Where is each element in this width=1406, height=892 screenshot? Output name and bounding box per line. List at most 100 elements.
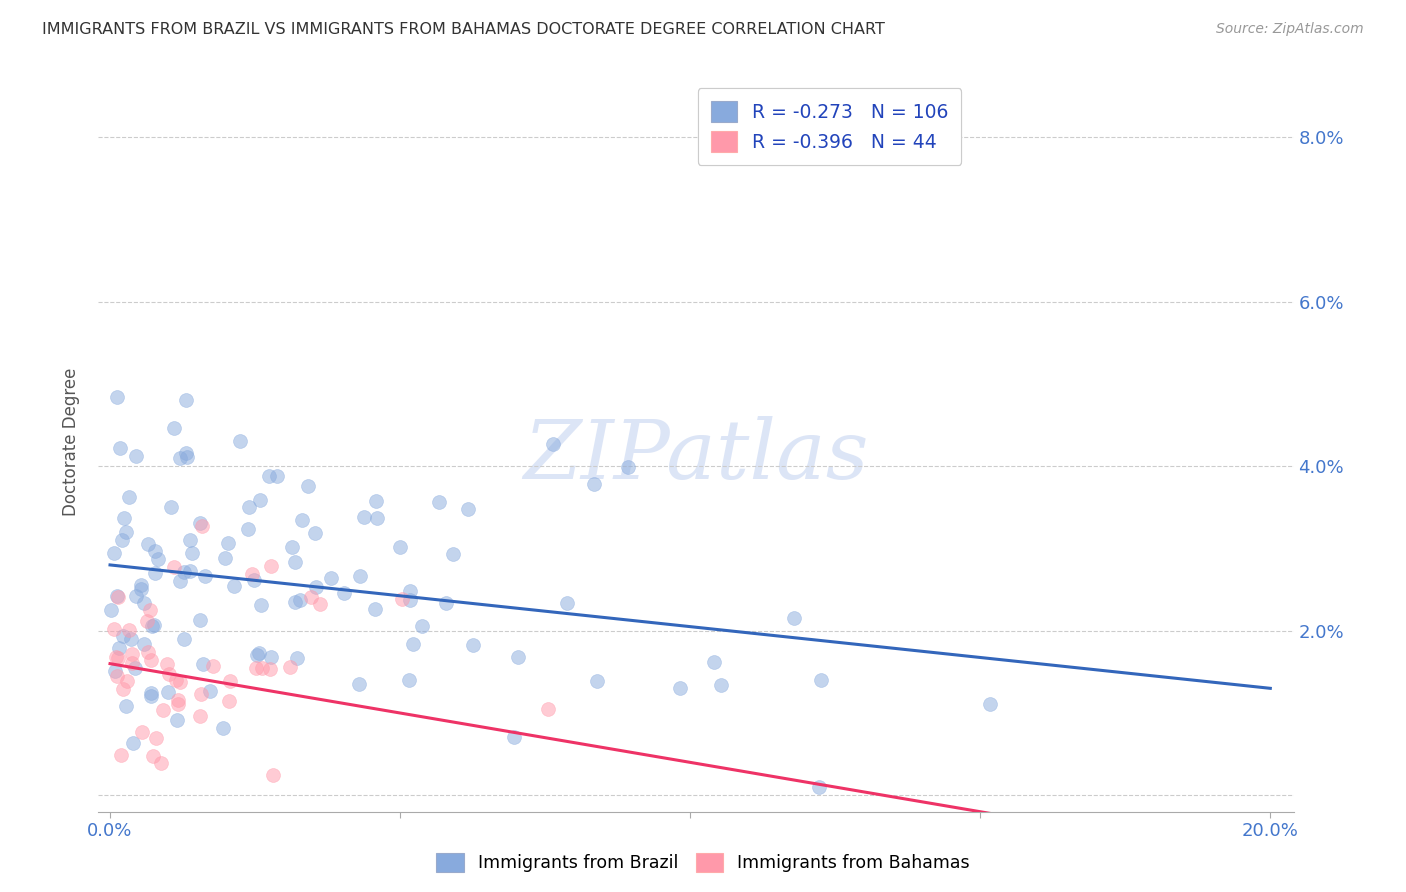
Point — [108, 640, 131, 655]
Point — [134, 637, 156, 651]
Point — [174, 445, 197, 459]
Point — [103, 546, 125, 560]
Point — [249, 492, 271, 507]
Point — [347, 677, 370, 691]
Point — [169, 674, 191, 689]
Point — [240, 567, 263, 582]
Point — [194, 568, 217, 582]
Point — [353, 509, 375, 524]
Point — [120, 632, 142, 646]
Point — [217, 536, 239, 550]
Point — [190, 687, 212, 701]
Point — [304, 526, 326, 541]
Y-axis label: Doctorate Degree: Doctorate Degree — [62, 368, 80, 516]
Point — [165, 673, 187, 687]
Point — [180, 546, 202, 560]
Point — [145, 731, 167, 745]
Point — [541, 437, 564, 451]
Point — [979, 697, 1001, 711]
Point — [167, 697, 190, 711]
Point — [399, 593, 422, 607]
Point — [434, 596, 457, 610]
Point — [155, 657, 177, 671]
Legend: Immigrants from Brazil, Immigrants from Bahamas: Immigrants from Brazil, Immigrants from … — [429, 846, 977, 879]
Point — [167, 693, 190, 707]
Point — [238, 523, 260, 537]
Point — [179, 564, 201, 578]
Point — [260, 650, 283, 665]
Point — [125, 589, 148, 603]
Point — [245, 661, 267, 675]
Point — [129, 578, 152, 592]
Point — [389, 540, 412, 554]
Point — [229, 434, 252, 448]
Point — [402, 637, 425, 651]
Point — [808, 780, 831, 794]
Point — [107, 651, 129, 665]
Point — [105, 390, 128, 404]
Point — [143, 566, 166, 581]
Point — [114, 698, 136, 713]
Point — [260, 558, 283, 573]
Point — [134, 596, 156, 610]
Point — [364, 602, 387, 616]
Point — [143, 617, 166, 632]
Point — [582, 476, 605, 491]
Point — [247, 647, 270, 661]
Point — [124, 661, 146, 675]
Point — [508, 650, 530, 665]
Point — [297, 479, 319, 493]
Point — [259, 662, 281, 676]
Point — [281, 540, 304, 554]
Point — [427, 494, 450, 508]
Point — [291, 513, 314, 527]
Point — [214, 551, 236, 566]
Point — [139, 653, 162, 667]
Point — [117, 674, 139, 689]
Point — [502, 730, 524, 744]
Point — [142, 749, 165, 764]
Point — [219, 674, 242, 689]
Point — [218, 694, 240, 708]
Point — [107, 590, 129, 604]
Point — [188, 613, 211, 627]
Point — [278, 660, 301, 674]
Point — [136, 536, 159, 550]
Point — [266, 469, 288, 483]
Point — [104, 664, 127, 678]
Point — [118, 623, 141, 637]
Point — [163, 559, 186, 574]
Point — [257, 469, 280, 483]
Point — [136, 614, 159, 628]
Text: ZIPatlas: ZIPatlas — [523, 417, 869, 496]
Point — [173, 632, 195, 646]
Point — [288, 592, 311, 607]
Point — [166, 713, 188, 727]
Point — [163, 421, 186, 435]
Point — [349, 569, 371, 583]
Point — [141, 619, 163, 633]
Point — [129, 582, 152, 596]
Point — [262, 768, 284, 782]
Point — [710, 678, 733, 692]
Point — [112, 510, 135, 524]
Point — [202, 658, 225, 673]
Point — [243, 574, 266, 588]
Point — [398, 673, 420, 687]
Point — [441, 547, 464, 561]
Point — [284, 595, 307, 609]
Point — [537, 702, 560, 716]
Point — [148, 551, 170, 566]
Point — [157, 666, 180, 681]
Point — [305, 580, 328, 594]
Point — [139, 689, 162, 703]
Point — [174, 392, 197, 407]
Point — [391, 591, 413, 606]
Point — [114, 525, 136, 540]
Point — [169, 451, 191, 466]
Point — [783, 611, 806, 625]
Text: Source: ZipAtlas.com: Source: ZipAtlas.com — [1216, 22, 1364, 37]
Legend: R = -0.273   N = 106, R = -0.396   N = 44: R = -0.273 N = 106, R = -0.396 N = 44 — [697, 88, 962, 165]
Point — [159, 500, 181, 514]
Point — [100, 603, 122, 617]
